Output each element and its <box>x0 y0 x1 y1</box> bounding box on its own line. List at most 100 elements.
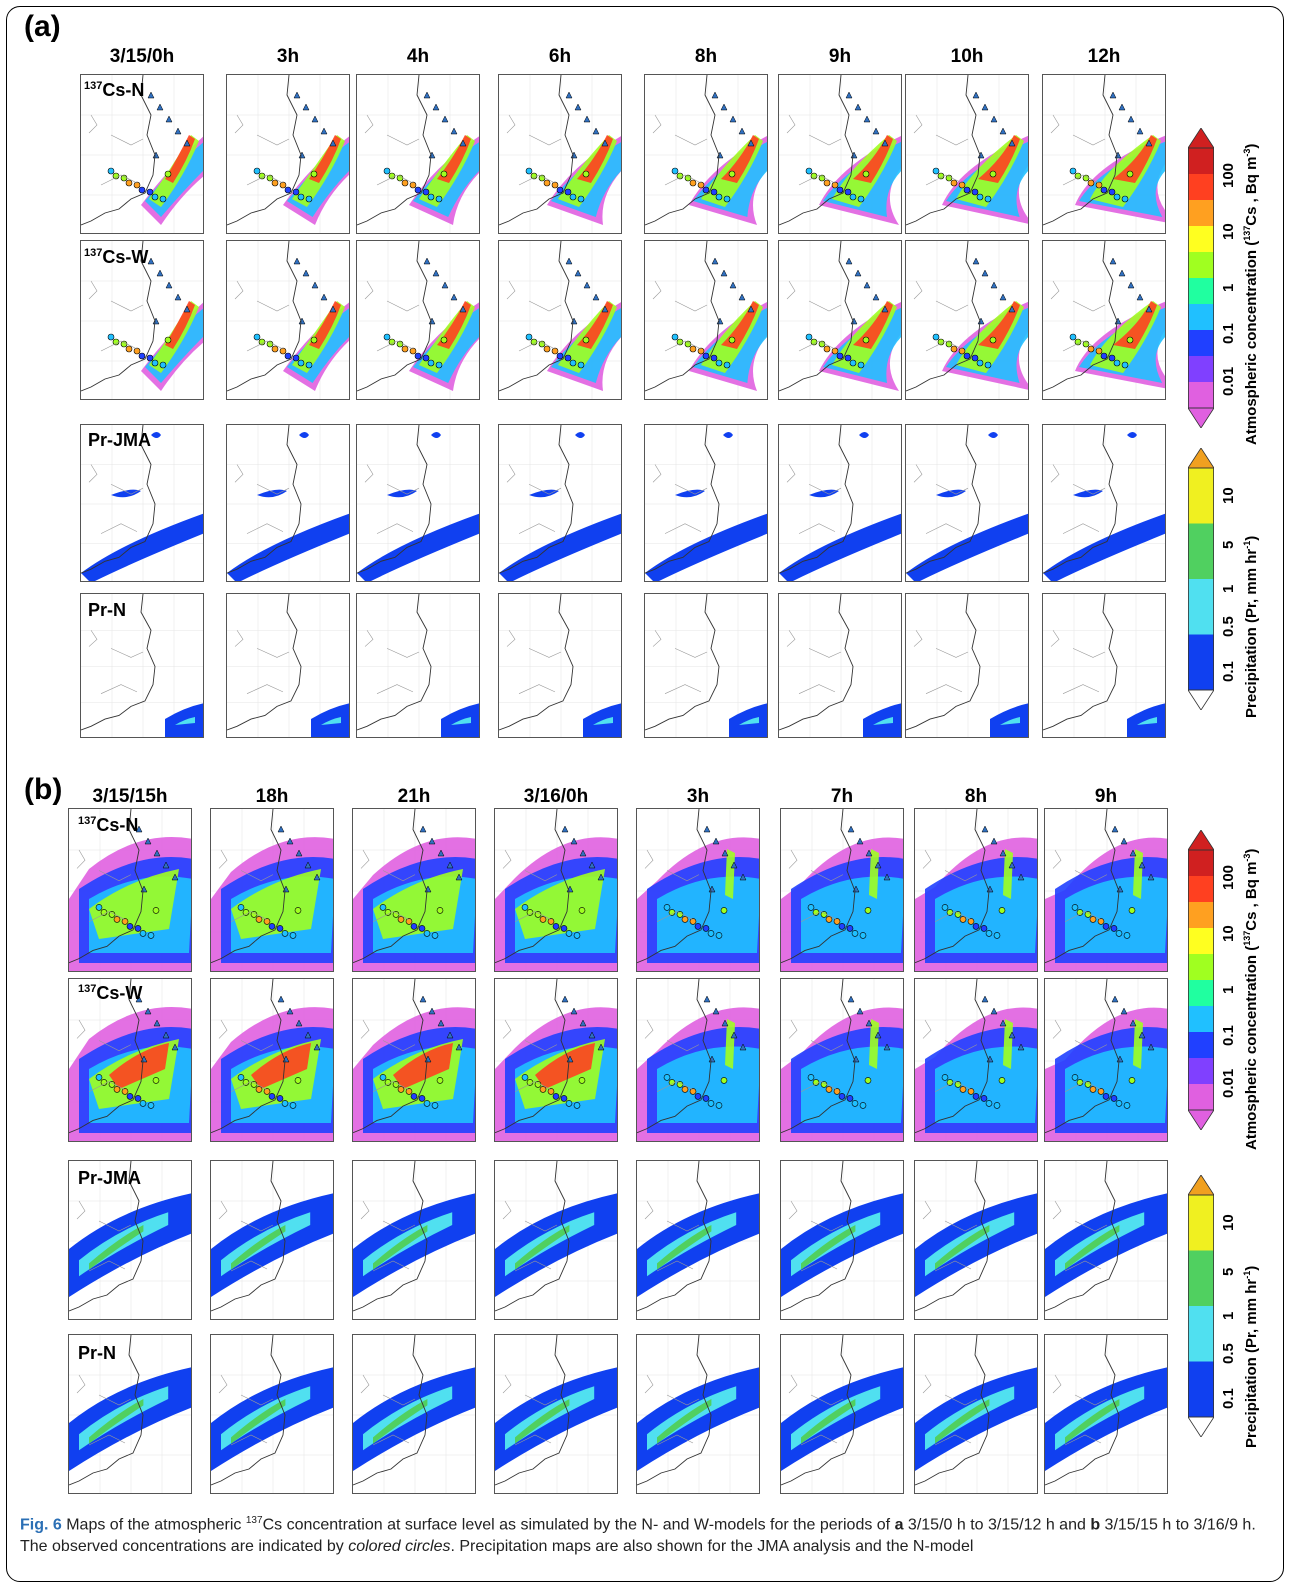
precipitation-area <box>515 1399 570 1444</box>
observation-circle <box>836 186 844 194</box>
observation-circle <box>825 916 833 923</box>
figure-frame <box>6 6 1284 1582</box>
coastline <box>357 75 432 226</box>
observation-triangle <box>459 305 467 313</box>
observation-triangle <box>1008 861 1016 869</box>
observation-circle <box>697 181 705 189</box>
coastline <box>637 1335 712 1486</box>
coastline <box>211 809 286 964</box>
observation-triangle <box>703 995 711 1003</box>
observation-circle <box>857 195 865 203</box>
boundary-lines <box>360 1374 416 1446</box>
panel-a-row1-col1 <box>226 240 350 400</box>
map-svg <box>906 241 1028 399</box>
concentration-a-tick-1: 0.1 <box>1220 323 1237 344</box>
observation-circle <box>310 170 318 178</box>
observation-circle <box>120 174 128 182</box>
coastline <box>645 241 720 392</box>
part-b-time-label-0: 3/15/15h <box>92 786 168 807</box>
boundary-lines <box>76 1019 132 1093</box>
precipitation-area <box>353 1367 475 1471</box>
observation-circle <box>405 1088 413 1095</box>
observation-circle <box>556 352 564 360</box>
observation-triangle <box>597 873 605 881</box>
observation-circle <box>993 932 1001 939</box>
precipitation-area <box>151 432 161 438</box>
observation-triangle <box>574 269 582 277</box>
observation-triangle <box>863 115 871 123</box>
colorbar-arrow-bottom <box>1187 689 1215 711</box>
panel-b-row2-col6 <box>914 1160 1038 1320</box>
panel-b-row0-col6 <box>914 808 1038 972</box>
observation-circle <box>833 1088 841 1095</box>
observation-circle <box>263 1088 271 1095</box>
observation-circle <box>113 916 121 923</box>
observation-circle <box>851 930 859 937</box>
panel-b-row1-col3 <box>494 978 618 1142</box>
observation-circle <box>268 923 276 930</box>
observation-circle <box>151 193 159 201</box>
observation-triangle <box>1118 269 1126 277</box>
observation-circle <box>577 195 585 203</box>
map-svg <box>69 979 191 1141</box>
observation-triangle <box>459 139 467 147</box>
observation-circle <box>112 338 120 346</box>
row-label-pr-n-b: Pr-N <box>78 1343 117 1363</box>
observation-circle <box>805 167 813 175</box>
observation-circle <box>526 1079 534 1086</box>
boundary-lines <box>1050 630 1106 694</box>
map-svg <box>779 425 901 581</box>
precipitation-area <box>495 1193 617 1297</box>
plume-layer <box>373 869 463 939</box>
coastline <box>781 979 856 1134</box>
row-label-pr-jma-a: Pr-JMA <box>88 430 152 450</box>
concentration-b-tick-0: 0.01 <box>1220 1068 1237 1098</box>
observation-triangle <box>856 837 864 845</box>
plume-layer <box>853 135 893 183</box>
observation-circle <box>294 907 302 914</box>
observation-circle <box>253 167 261 175</box>
observation-triangle <box>428 1007 436 1015</box>
map-svg <box>779 594 901 737</box>
boundary-lines <box>644 1200 700 1272</box>
coastline <box>779 594 854 731</box>
observation-triangle <box>883 873 891 881</box>
observation-circle <box>1076 1079 1084 1086</box>
observation-circle <box>681 1086 689 1093</box>
observation-triangle <box>1136 127 1144 135</box>
precipitation-area <box>859 432 869 438</box>
observation-circle <box>1069 333 1077 341</box>
colorbar-svg <box>1187 127 1215 429</box>
part-a-time-label-2: 4h <box>406 46 430 67</box>
coastline <box>227 75 302 226</box>
observation-triangle <box>1008 1031 1016 1039</box>
colorbar-segment <box>1188 1361 1214 1418</box>
map-svg <box>781 809 903 971</box>
observation-circle <box>538 174 546 182</box>
observation-circle <box>289 1102 297 1109</box>
colorbar-svg <box>1187 447 1215 711</box>
precipitation-area <box>1127 432 1137 438</box>
observation-circle <box>844 188 852 196</box>
coastline <box>357 425 432 574</box>
observation-circle <box>138 352 146 360</box>
panel-a-row1-col4 <box>644 240 768 400</box>
plume-layer <box>869 1019 879 1069</box>
precipitation-area <box>441 703 479 737</box>
observation-triangle <box>1145 305 1153 313</box>
panel-b-row0-col1 <box>210 808 334 972</box>
colorbar-segment <box>1188 382 1214 409</box>
part-b-time-label-7: 9h <box>1094 786 1118 807</box>
observation-circle <box>255 916 263 923</box>
observation-triangle <box>450 293 458 301</box>
panel-a-row2-col4 <box>644 424 768 582</box>
plume-layer <box>515 869 605 939</box>
precipitation-area <box>227 513 349 581</box>
observation-circle <box>998 1077 1006 1084</box>
coastline <box>69 1335 144 1486</box>
observation-triangle <box>135 825 143 833</box>
coastline <box>495 1335 570 1486</box>
precipitation-a-tick-2: 1 <box>1220 584 1237 593</box>
part-a-time-label-0: 3/15/0h <box>109 46 175 67</box>
observation-circle <box>159 195 167 203</box>
